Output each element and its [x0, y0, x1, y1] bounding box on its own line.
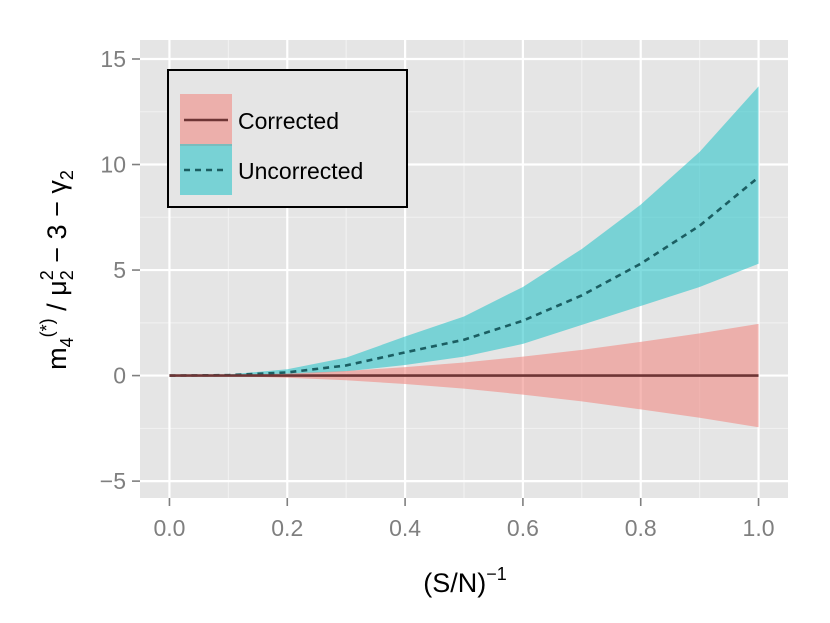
legend-item-corrected: Corrected [180, 94, 339, 146]
ylabel-gamma-sub: 2 [57, 170, 77, 180]
x-axis: 0.0 0.2 0.4 0.6 0.8 1.0 [153, 498, 775, 541]
x-axis-title-superscript: −1 [486, 564, 507, 584]
y-tick-label: 5 [113, 257, 126, 283]
legend-item-uncorrected: Uncorrected [180, 144, 363, 195]
legend-label-uncorrected: Uncorrected [238, 158, 363, 184]
y-tick-label: −5 [100, 468, 126, 494]
x-tick-label: 0.2 [271, 515, 303, 541]
x-tick-label: 1.0 [743, 515, 775, 541]
y-axis: −5 0 5 10 15 [100, 46, 140, 494]
band-uncorrected [169, 86, 759, 376]
line-uncorrected [169, 176, 760, 377]
ylabel-mu: μ [42, 280, 72, 296]
y-axis-title: m4(*) / μ22 − 3 − γ2 [37, 170, 77, 370]
y-tick-label: 10 [100, 152, 126, 178]
y-tick-label: 15 [100, 46, 126, 72]
y-tick-label: 0 [113, 363, 126, 389]
x-tick-label: 0.6 [507, 515, 539, 541]
ylabel-rest: − 3 − [42, 194, 72, 271]
x-tick-label: 0.4 [389, 515, 421, 541]
legend: Corrected Uncorrected [167, 69, 408, 208]
ylabel-mu-sup: 2 [37, 270, 57, 280]
ylabel-m-sup: (*) [37, 318, 57, 337]
x-axis-title: (S/N)−1 [423, 564, 507, 598]
series-lines [169, 176, 760, 377]
ylabel-m: m [42, 347, 72, 370]
ylabel-slash: / [42, 296, 72, 319]
x-axis-title-main: (S/N) [423, 568, 486, 598]
x-tick-label: 0.8 [625, 515, 657, 541]
ylabel-mu-sub: 2 [57, 270, 77, 280]
ylabel-gamma: γ [42, 180, 72, 194]
ylabel-m-sub: 4 [57, 337, 77, 347]
x-tick-label: 0.0 [153, 515, 185, 541]
legend-label-corrected: Corrected [238, 108, 339, 134]
